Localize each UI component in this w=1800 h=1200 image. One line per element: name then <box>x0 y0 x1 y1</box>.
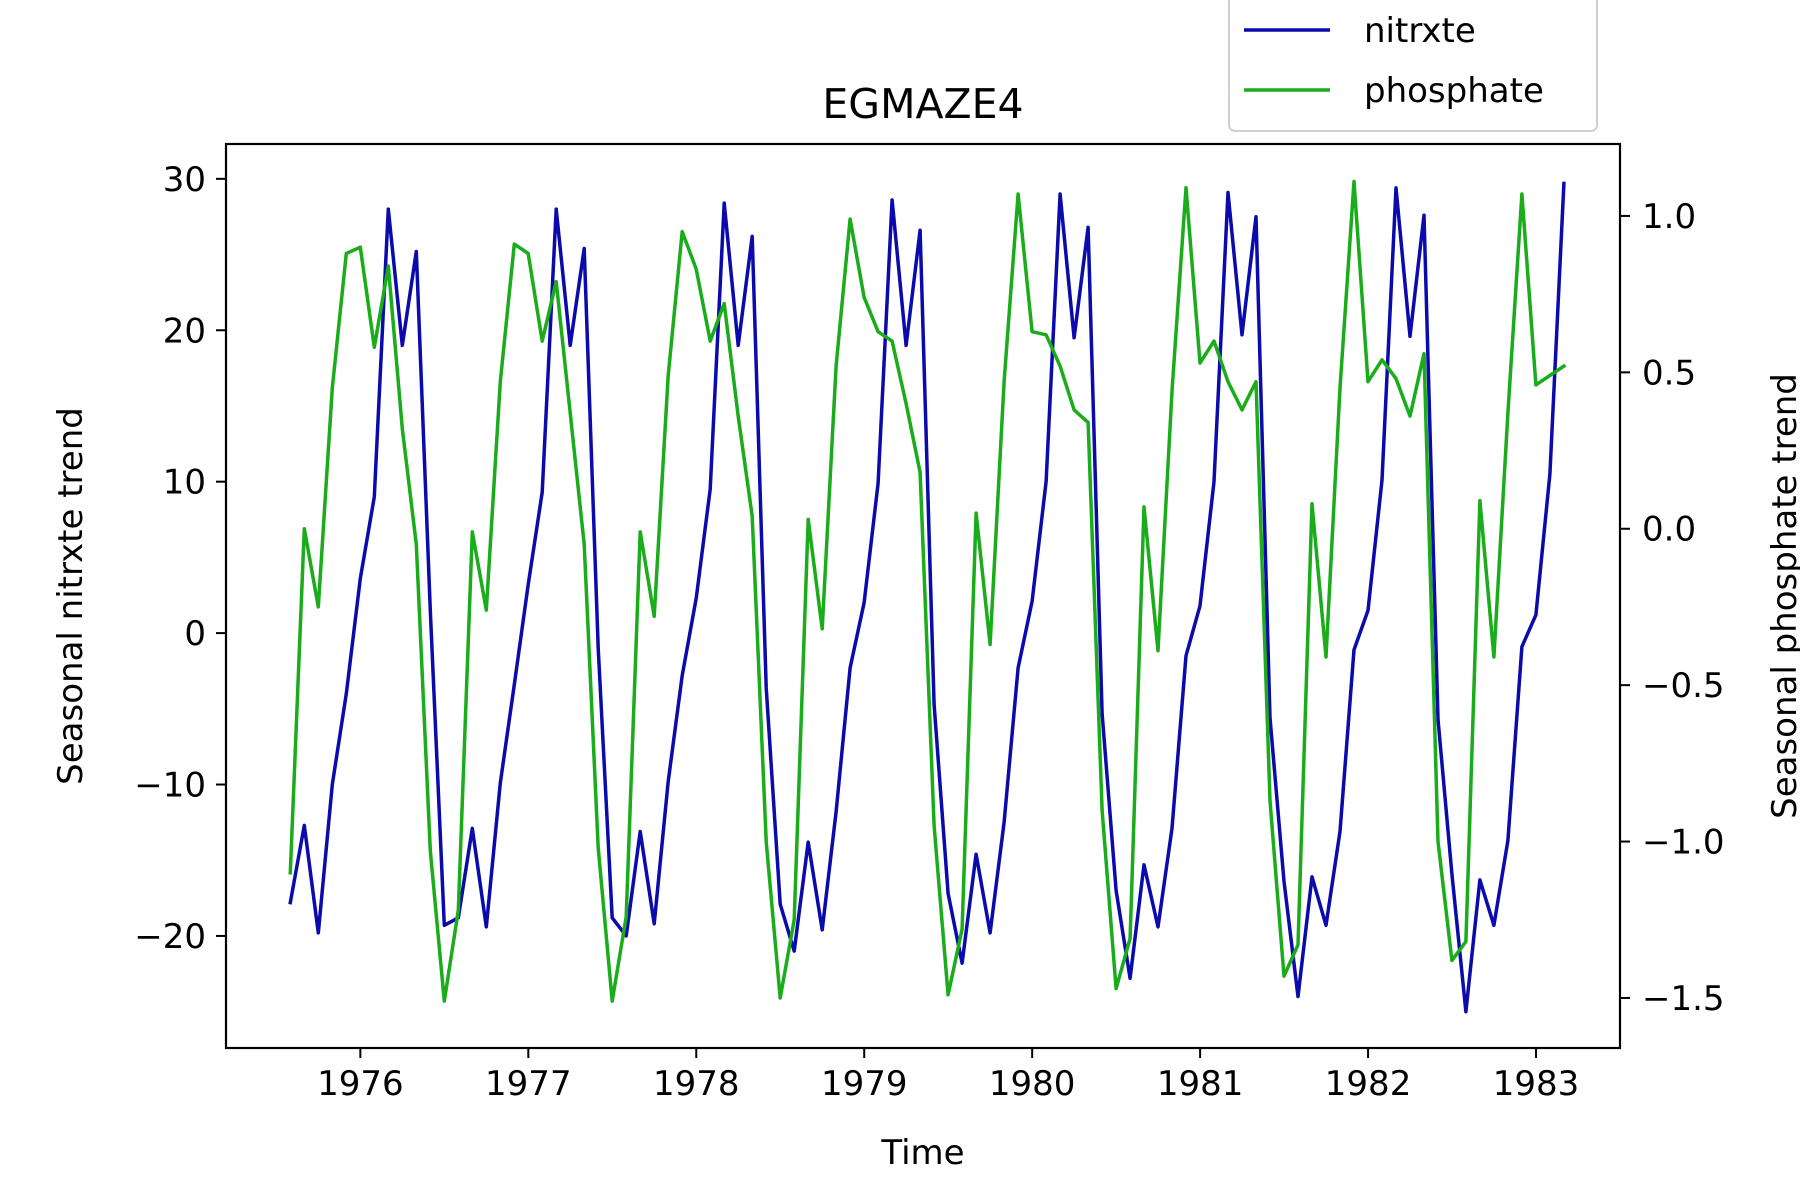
left-y-tick-label: 0 <box>184 614 206 654</box>
right-y-tick-label: 0.5 <box>1642 353 1696 393</box>
legend-label-nitrxte: nitrxte <box>1364 11 1476 51</box>
right-y-tick-label: −1.0 <box>1642 823 1725 863</box>
series-line-phosphate <box>288 179 1567 1003</box>
legend-box <box>1228 0 1598 132</box>
right-y-tick-label: −1.5 <box>1642 979 1725 1019</box>
left-y-axis-title: Seasonal nitrxte trend <box>51 407 91 785</box>
left-y-tick-label: −10 <box>134 766 206 806</box>
left-y-tick-label: −20 <box>134 917 206 957</box>
right-y-axis-ticks: −1.5 −1.0 −0.5 0.0 0.5 1.0 <box>1620 197 1725 1019</box>
chart-title: EGMAZE4 <box>822 80 1023 128</box>
x-tick-label: 1980 <box>989 1064 1076 1104</box>
legend: nitrxte phosphate <box>1228 0 1598 132</box>
x-axis-ticks: 1976 1977 1978 1979 1980 1981 1982 1983 <box>317 1048 1579 1104</box>
series-layer <box>288 179 1567 1014</box>
x-tick-label: 1977 <box>485 1064 572 1104</box>
left-y-tick-label: 10 <box>163 463 206 503</box>
legend-label-phosphate: phosphate <box>1364 71 1544 111</box>
x-tick-label: 1982 <box>1325 1064 1412 1104</box>
x-axis-title: Time <box>880 1133 964 1173</box>
series-line-nitrxte <box>288 181 1566 1014</box>
left-y-tick-label: 30 <box>163 160 206 200</box>
plot-frame <box>224 142 1622 1050</box>
x-tick-label: 1983 <box>1493 1064 1580 1104</box>
x-tick-label: 1976 <box>317 1064 404 1104</box>
right-y-axis-title: Seasonal phosphate trend <box>1765 373 1800 819</box>
right-y-tick-label: 1.0 <box>1642 197 1696 237</box>
x-tick-label: 1981 <box>1157 1064 1244 1104</box>
left-y-axis-ticks: −20 −10 0 10 20 30 <box>134 160 226 957</box>
right-y-tick-label: −0.5 <box>1642 666 1725 706</box>
left-y-tick-label: 20 <box>163 311 206 351</box>
x-tick-label: 1979 <box>821 1064 908 1104</box>
right-y-tick-label: 0.0 <box>1642 510 1696 550</box>
x-tick-label: 1978 <box>653 1064 740 1104</box>
